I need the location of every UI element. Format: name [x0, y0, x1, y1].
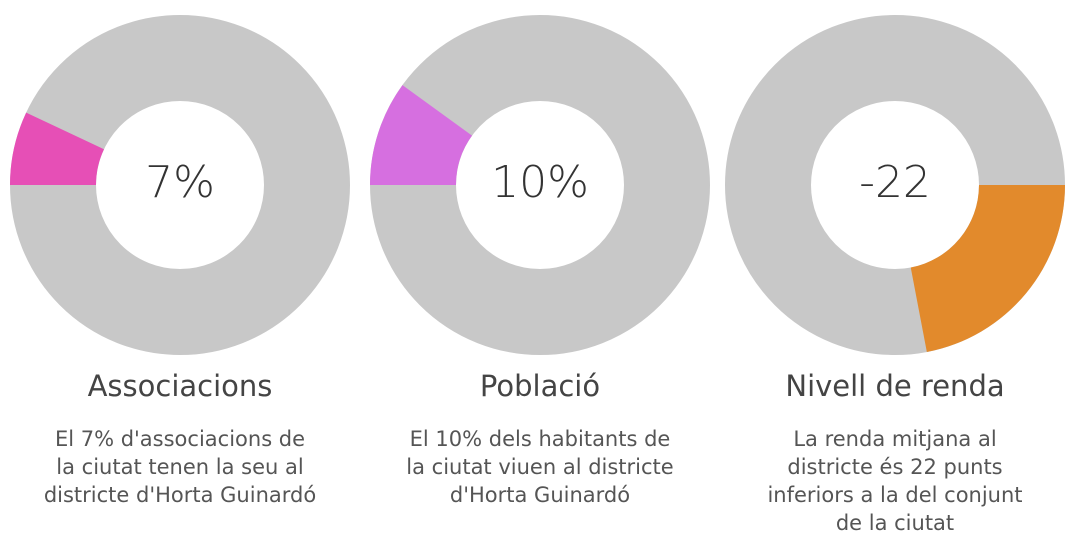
donut-segment	[910, 185, 1065, 352]
description-line: districte d'Horta Guinardó	[44, 483, 316, 507]
center-value: 7%	[145, 157, 215, 208]
description-line: La renda mitjana al	[793, 427, 996, 451]
donut-segment	[10, 112, 104, 185]
description-line: El 10% dels habitants de	[410, 427, 671, 451]
center-value: -22	[859, 157, 931, 208]
description-line: El 7% d'associacions de	[55, 427, 305, 451]
description-line: d'Horta Guinardó	[450, 483, 630, 507]
description-line: districte és 22 punts	[787, 455, 1002, 479]
donut-title: Nivell de renda	[785, 369, 1004, 403]
donut-segment	[370, 85, 473, 185]
description-line: la ciutat viuen al districte	[406, 455, 673, 479]
donut-title: Població	[480, 369, 600, 403]
donut-title: Associacions	[88, 369, 273, 403]
description-line: inferiors a la del conjunt	[767, 483, 1022, 507]
description-line: la ciutat tenen la seu al	[56, 455, 303, 479]
center-value: 10%	[491, 157, 589, 208]
description-line: de la ciutat	[836, 511, 954, 535]
